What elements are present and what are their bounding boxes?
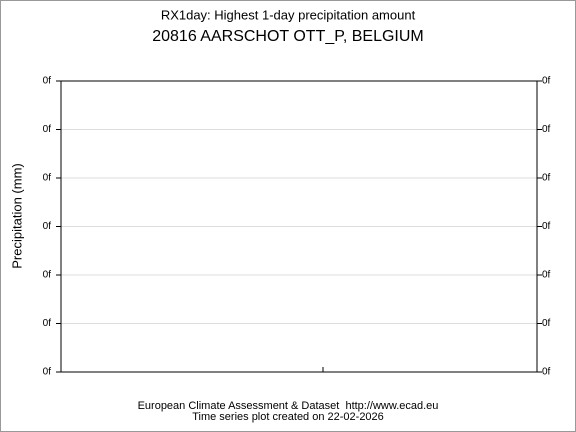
chart-title: RX1day: Highest 1-day precipitation amou… [161,7,416,22]
y2-tick-label: 0f [542,270,551,281]
y-tick-label: 0f [43,124,52,135]
y-tick-label: 0f [43,76,52,87]
y2-tick-label: 0f [542,221,551,232]
y2-tick-label: 0f [542,367,551,378]
footer: European Climate Assessment & Dataset ht… [138,400,439,412]
y-tick-label: 0f [43,367,52,378]
y2-tick-label: 0f [542,173,551,184]
y-tick-label: 0f [43,318,52,329]
y2-tick-label: 0f [542,318,551,329]
y-tick-label: 0f [43,221,52,232]
footer: Time series plot created on 22-02-2026 [192,411,384,423]
y-axis-label: Precipitation (mm) [9,163,24,268]
y-tick-label: 0f [43,173,52,184]
y-tick-label: 0f [43,270,52,281]
y2-tick-label: 0f [542,124,551,135]
chart-subtitle: 20816 AARSCHOT OTT_P, BELGIUM [152,28,424,45]
y2-tick-label: 0f [542,76,551,87]
